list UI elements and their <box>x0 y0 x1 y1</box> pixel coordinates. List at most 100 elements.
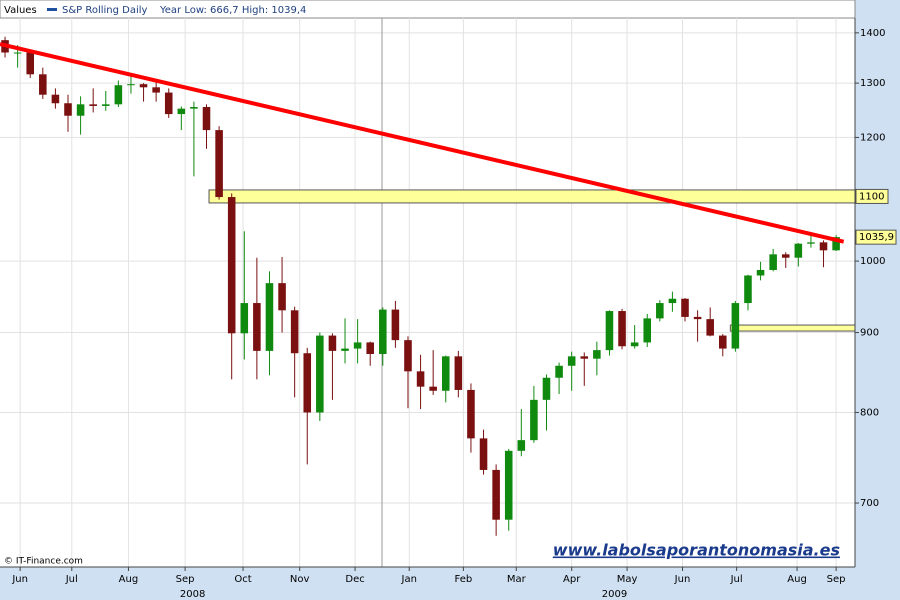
x-tick-label: May <box>617 574 638 585</box>
last-price-box <box>855 229 897 245</box>
candle-body <box>555 365 563 378</box>
candle-body <box>530 399 538 441</box>
candle-body <box>681 298 689 317</box>
candle-body <box>454 356 463 390</box>
candle-body <box>819 242 828 251</box>
candle-body <box>13 52 22 54</box>
candle-body <box>76 104 85 116</box>
candle-body <box>190 107 198 109</box>
legend-swatch <box>47 8 57 11</box>
candle-body <box>693 316 702 320</box>
candle-body <box>630 342 639 347</box>
candle-body <box>341 348 349 351</box>
candle-body <box>240 303 249 334</box>
candle-body <box>668 298 677 304</box>
candle-body <box>756 269 765 276</box>
candle-body <box>643 318 652 343</box>
candle-body <box>719 335 727 349</box>
x-tick-label: Jul <box>65 574 78 585</box>
candle-body <box>114 85 123 105</box>
level-label-box <box>855 188 889 204</box>
candle-body <box>706 319 714 336</box>
candle-body <box>316 335 324 413</box>
candle-body <box>769 254 777 270</box>
series-name: S&P Rolling Daily <box>62 5 148 16</box>
candle-body <box>479 438 488 470</box>
candle-body <box>781 254 790 258</box>
candle-body <box>807 242 815 244</box>
candle-body <box>353 342 362 349</box>
x-tick-label: Jun <box>674 574 691 585</box>
source: © IT-Finance.com <box>4 557 83 567</box>
candle-body <box>542 377 551 400</box>
candle-body <box>265 283 274 351</box>
candle-body <box>656 303 664 319</box>
candle-body <box>404 340 412 372</box>
candle-body <box>164 92 173 115</box>
header-label: Values <box>4 5 37 16</box>
x-tick-label: Sep <box>176 574 195 585</box>
candle-body <box>127 84 135 86</box>
candle-body <box>215 130 223 198</box>
candle-body <box>391 309 400 341</box>
candle-body <box>253 303 261 351</box>
candle-body <box>731 303 740 349</box>
y-tick-label: 1300 <box>860 78 885 89</box>
candle-body <box>26 52 34 75</box>
x-tick-label: Jan <box>401 574 417 585</box>
candle-body <box>290 310 299 354</box>
candle-body <box>202 107 211 131</box>
y-tick-label: 800 <box>860 407 879 418</box>
x-tick-label: Sep <box>827 574 846 585</box>
candle-body <box>429 386 437 391</box>
y-tick-label: 1200 <box>860 132 885 143</box>
level-band <box>208 189 856 204</box>
candle-body <box>416 371 425 387</box>
range-text: Year Low: 666,7 High: 1039,4 <box>159 5 306 16</box>
y-tick-label: 1000 <box>860 256 885 267</box>
x-tick-label: Aug <box>119 574 139 585</box>
header-bar <box>0 0 856 19</box>
x-tick-label: Jun <box>11 574 28 585</box>
candle-body <box>744 275 752 304</box>
candle-body <box>278 283 286 311</box>
watermark: www.labolsaporantonomasia.es <box>553 541 840 560</box>
candle-body <box>593 350 601 359</box>
trendline <box>0 42 845 244</box>
candle-body <box>51 94 60 104</box>
candle-body <box>467 389 475 439</box>
candle-body <box>177 108 186 115</box>
candle-body <box>517 440 526 451</box>
candle-body <box>152 87 160 93</box>
level-label: 1100 <box>859 191 884 202</box>
candle-body <box>139 84 148 88</box>
x-tick-label: Jul <box>730 574 743 585</box>
candle-body <box>303 353 312 413</box>
candle-body <box>39 74 47 95</box>
candle-body <box>101 104 110 106</box>
candle-body <box>605 311 614 351</box>
last-price-label: 1035,9 <box>859 232 894 243</box>
x-tick-label: Aug <box>787 574 807 585</box>
level-band <box>729 324 856 332</box>
x-tick-label: Feb <box>455 574 473 585</box>
y-tick-label: 1400 <box>860 28 885 39</box>
candle-body <box>379 309 387 354</box>
candle-body <box>504 450 513 520</box>
x-tick-label: Nov <box>290 574 310 585</box>
plot-area <box>0 18 855 567</box>
candle-body <box>618 311 626 347</box>
candle-body <box>64 103 72 116</box>
x-tick-label: Apr <box>563 574 581 585</box>
candle-body <box>492 469 500 520</box>
year-label: 2008 <box>180 589 205 600</box>
y-tick-label: 900 <box>860 328 879 339</box>
year-label: 2009 <box>602 589 627 600</box>
candle-body <box>580 356 589 359</box>
candle-body <box>567 356 576 366</box>
x-tick-label: Mar <box>507 574 527 585</box>
candle-body <box>832 237 840 251</box>
y-tick-label: 700 <box>860 498 879 509</box>
candle-body <box>441 356 450 391</box>
